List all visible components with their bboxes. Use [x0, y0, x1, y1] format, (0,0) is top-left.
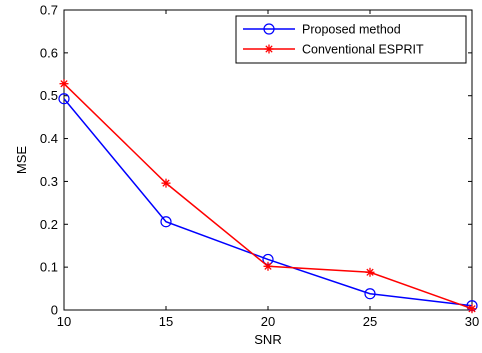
data-point	[58, 93, 70, 105]
y-tick-label: 0	[51, 303, 58, 318]
legend-marker-stroke	[265, 45, 273, 53]
legend-label: Conventional ESPRIT	[302, 43, 424, 57]
data-point	[263, 261, 273, 271]
x-tick-label: 25	[363, 314, 377, 329]
y-tick-label: 0.4	[40, 131, 58, 146]
y-axis-title: MSE	[14, 146, 29, 175]
y-tick-label: 0.5	[40, 88, 58, 103]
y-axis: 0 0.1 0.2 0.3 0.4 0.5 0.6 0.7	[40, 3, 472, 318]
x-tick-label: 10	[57, 314, 71, 329]
data-point	[160, 216, 172, 228]
y-tick-label: 0.3	[40, 174, 58, 189]
legend-label: Proposed method	[302, 23, 401, 37]
x-axis-title: SNR	[254, 332, 281, 347]
data-point-stroke	[60, 80, 68, 88]
data-point	[467, 304, 477, 314]
y-tick-label: 0.1	[40, 260, 58, 275]
x-tick-label: 20	[261, 314, 275, 329]
legend-marker	[263, 23, 275, 35]
legend-box	[235, 15, 467, 64]
legend-item: Proposed method	[243, 23, 401, 37]
data-point-stroke	[264, 262, 272, 270]
x-axis: 10 15 20 25 30	[57, 10, 479, 329]
data-point	[161, 178, 171, 188]
legend-marker	[264, 44, 274, 54]
data-point	[59, 79, 69, 89]
series-line	[63, 98, 473, 307]
y-tick-label: 0.2	[40, 217, 58, 232]
data-point-stroke	[162, 179, 170, 187]
series-2	[59, 79, 477, 314]
legend: Proposed method Conventional ESPRIT	[235, 15, 467, 64]
x-tick-label: 15	[159, 314, 173, 329]
data-point	[364, 288, 376, 300]
y-tick-label: 0.7	[40, 3, 58, 18]
data-point-stroke	[468, 305, 476, 313]
data-point-stroke	[366, 268, 374, 276]
data-point	[365, 267, 375, 277]
legend-item: Conventional ESPRIT	[243, 43, 424, 57]
series-layer	[58, 79, 478, 314]
y-tick-label: 0.6	[40, 45, 58, 60]
x-tick-label: 30	[465, 314, 479, 329]
